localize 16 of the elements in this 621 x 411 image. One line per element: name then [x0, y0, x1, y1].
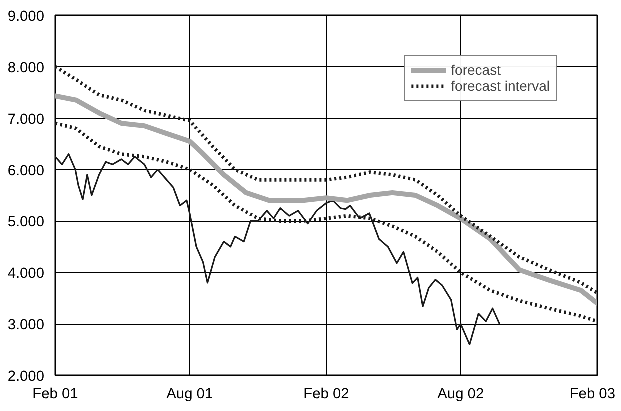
x-tick-label: Aug 01	[166, 386, 214, 402]
line-series	[56, 65, 598, 295]
x-tick-label: Feb 03	[570, 386, 616, 402]
y-tick-label: 3.000	[8, 318, 45, 334]
y-tick-label: 6.000	[8, 163, 45, 180]
y-tick-label: 2.000	[8, 369, 45, 385]
legend-label: forecast	[451, 62, 501, 78]
y-tick-label: 9.000	[8, 9, 45, 25]
x-tick-label: Feb 02	[304, 386, 350, 402]
y-tick-label: 5.000	[8, 214, 45, 231]
y-tick-label: 8.000	[8, 60, 45, 76]
y-tick-label: 4.000	[8, 266, 45, 282]
x-tick-label: Feb 01	[32, 386, 78, 402]
y-tick-label: 7.000	[8, 112, 45, 128]
legend-label: forecast interval	[451, 78, 550, 94]
x-tick-label: Aug 02	[438, 386, 484, 402]
